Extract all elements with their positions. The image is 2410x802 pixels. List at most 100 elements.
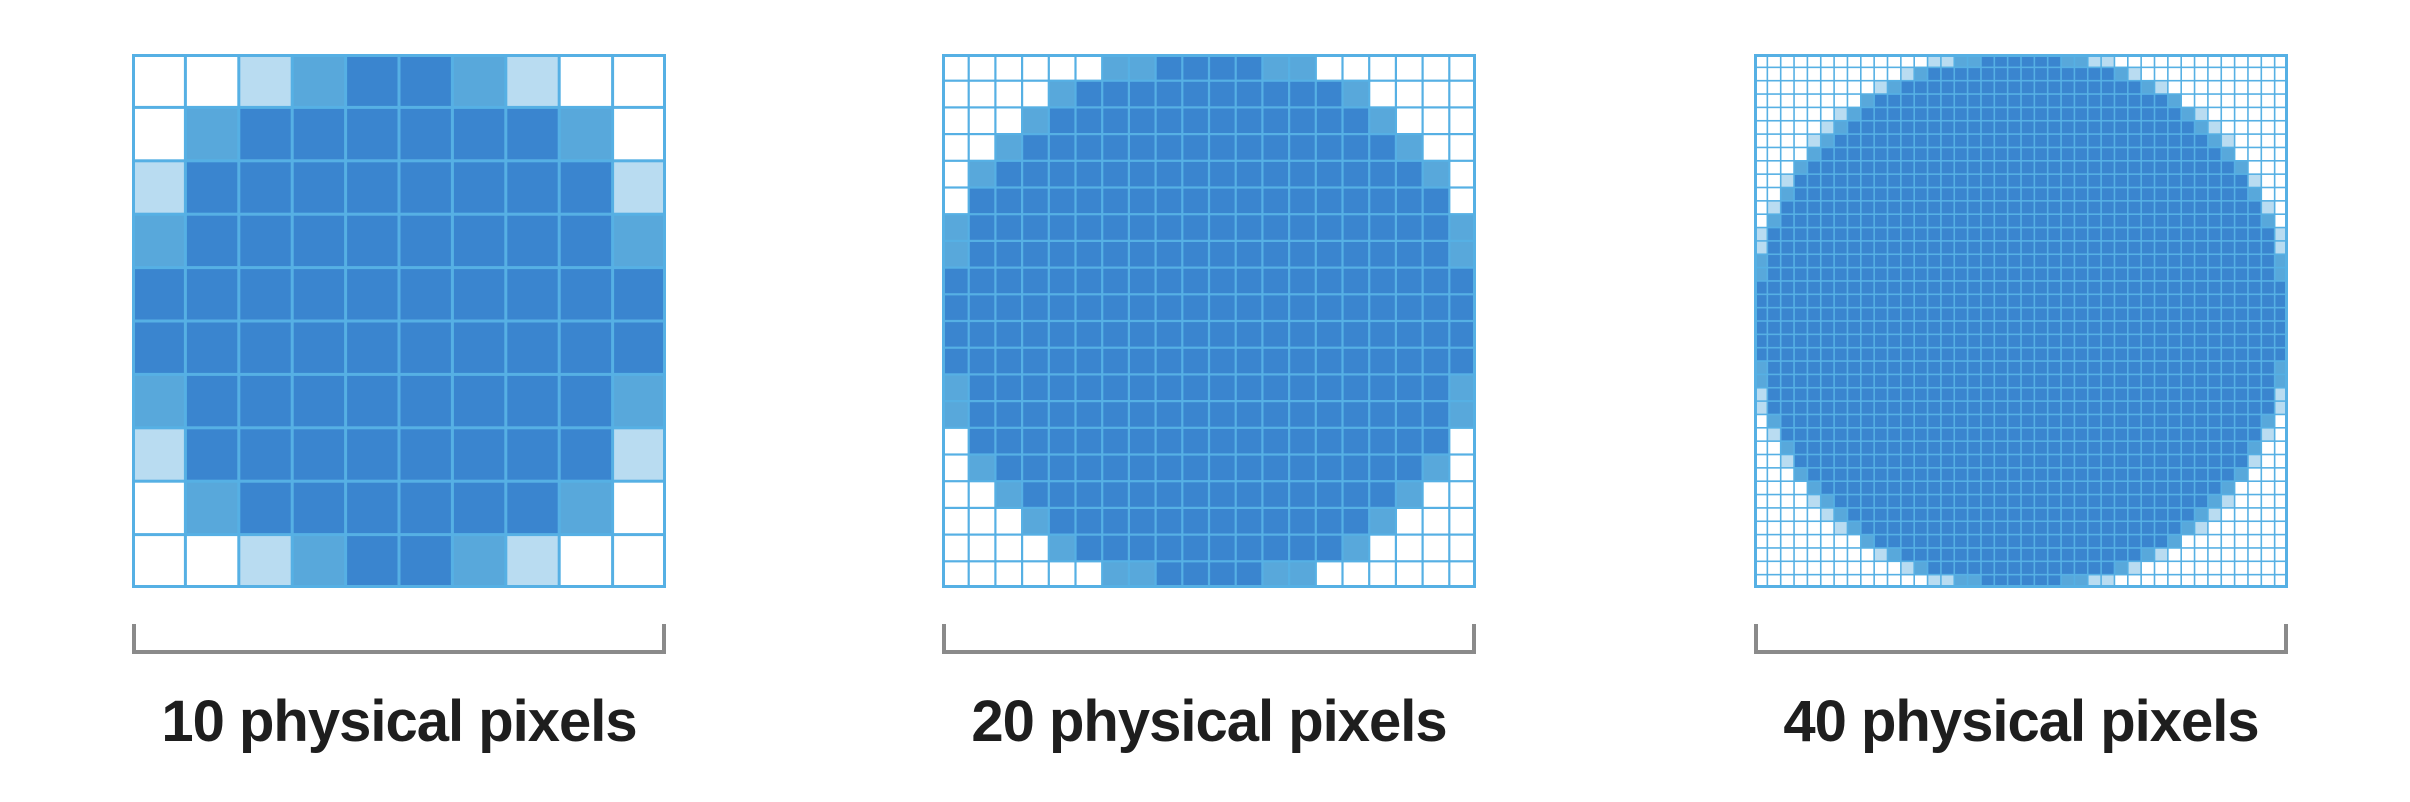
pixel-cell bbox=[347, 375, 398, 427]
pixel-cell bbox=[2195, 161, 2208, 174]
pixel-cell bbox=[2088, 415, 2101, 427]
pixel-cell bbox=[1874, 94, 1887, 107]
pixel-cell bbox=[1397, 509, 1422, 534]
pixel-cell bbox=[2208, 415, 2221, 427]
pixel-cell bbox=[2141, 348, 2154, 361]
pixel-cell bbox=[2262, 441, 2274, 454]
pixel-cell bbox=[1023, 55, 1048, 80]
pixel-cell bbox=[1981, 255, 1994, 267]
pixel-cell bbox=[1781, 415, 1794, 427]
pixel-cell bbox=[2101, 281, 2114, 294]
pixel-cell bbox=[1861, 174, 1874, 187]
pixel-cell bbox=[1874, 201, 1887, 214]
pixel-cell bbox=[1981, 548, 1994, 561]
pixel-cell bbox=[133, 162, 184, 213]
pixel-cell bbox=[1968, 522, 1981, 534]
pixel-cell bbox=[1076, 242, 1102, 267]
pixel-cell bbox=[2088, 201, 2101, 214]
pixel-cell bbox=[1981, 201, 1994, 214]
pixel-cell bbox=[2141, 441, 2154, 454]
pixel-cell bbox=[2061, 321, 2074, 334]
pixel-cell bbox=[1781, 255, 1794, 267]
pixel-cell bbox=[2208, 361, 2221, 374]
pixel-cell bbox=[1861, 508, 1874, 521]
pixel-cell bbox=[1370, 482, 1395, 507]
pixel-cell bbox=[2101, 482, 2114, 494]
pixel-cell bbox=[186, 108, 238, 160]
pixel-cell bbox=[2182, 548, 2194, 561]
pixel-cell bbox=[1343, 402, 1369, 427]
pixel-cell bbox=[2101, 201, 2114, 214]
pixel-cell bbox=[2115, 295, 2127, 307]
pixel-cell bbox=[2115, 388, 2127, 401]
pixel-cell bbox=[2195, 535, 2208, 548]
grid-border bbox=[132, 54, 666, 588]
pixel-cell bbox=[2115, 68, 2127, 80]
pixel-cell bbox=[2182, 361, 2194, 374]
pixel-cell bbox=[1808, 508, 1820, 521]
pixel-cell bbox=[1183, 215, 1208, 240]
pixel-cell bbox=[1874, 308, 1887, 321]
pixel-cell bbox=[2008, 522, 2021, 534]
pixel-cell bbox=[2235, 255, 2248, 267]
pixel-cell bbox=[1968, 308, 1981, 321]
pixel-cell bbox=[400, 55, 451, 106]
pixel-cell bbox=[2235, 134, 2248, 147]
pixel-cell bbox=[1768, 401, 1780, 414]
pixel-cell bbox=[2155, 548, 2168, 561]
pixel-cell bbox=[2128, 228, 2141, 241]
pixel-cell bbox=[2248, 428, 2261, 441]
pixel-cell bbox=[2182, 428, 2194, 441]
pixel-cell bbox=[2168, 174, 2181, 187]
pixel-cell bbox=[1290, 455, 1315, 481]
pixel-cell bbox=[1316, 108, 1342, 133]
pixel-cell bbox=[2061, 255, 2074, 267]
pixel-cell bbox=[1397, 108, 1422, 133]
pixel-cell bbox=[2128, 548, 2141, 561]
pixel-cell bbox=[133, 536, 184, 587]
pixel-cell bbox=[1183, 188, 1208, 214]
pixel-cell bbox=[2182, 441, 2194, 454]
pixel-cell bbox=[2208, 321, 2221, 334]
pixel-cell bbox=[2235, 174, 2248, 187]
pixel-cell bbox=[2182, 455, 2194, 468]
pixel-cell bbox=[2128, 415, 2141, 427]
pixel-cell bbox=[2008, 455, 2021, 468]
pixel-cell bbox=[2008, 508, 2021, 521]
pixel-cell bbox=[1290, 161, 1315, 187]
pixel-cell bbox=[1450, 428, 1475, 454]
pixel-cell bbox=[943, 55, 968, 80]
pixel-cell bbox=[1968, 455, 1981, 468]
pixel-cell bbox=[2021, 255, 2034, 267]
pixel-cell bbox=[1901, 375, 1914, 387]
pixel-cell bbox=[943, 81, 968, 107]
pixel-cell bbox=[2262, 215, 2274, 227]
pixel-cell bbox=[1049, 322, 1075, 347]
pixel-cell bbox=[2195, 468, 2208, 481]
pixel-cell bbox=[1781, 308, 1794, 321]
pixel-cell bbox=[2222, 108, 2234, 120]
pixel-cell bbox=[1343, 482, 1369, 507]
pixel-cell bbox=[1834, 468, 1847, 481]
pixel-cell bbox=[2075, 361, 2087, 374]
pixel-cell bbox=[2128, 174, 2141, 187]
pixel-cell bbox=[1450, 402, 1475, 427]
pixel-cell bbox=[400, 375, 451, 427]
pixel-cell bbox=[1888, 228, 1901, 241]
pixel-cell bbox=[2275, 295, 2288, 307]
pixel-cell bbox=[943, 348, 968, 374]
pixel-cell bbox=[1928, 134, 1941, 147]
pixel-cell bbox=[293, 55, 345, 106]
pixel-cell bbox=[1861, 228, 1874, 241]
pixel-cell bbox=[1103, 188, 1128, 214]
pixel-cell bbox=[2155, 415, 2168, 427]
pixel-cell bbox=[1955, 482, 1967, 494]
pixel-cell bbox=[1915, 241, 1927, 254]
pixel-cell bbox=[1210, 535, 1235, 561]
pixel-cell bbox=[1915, 482, 1927, 494]
pixel-cell bbox=[2262, 308, 2274, 321]
pixel-cell bbox=[1995, 148, 2007, 160]
pixel-cell bbox=[1076, 295, 1102, 320]
pixel-cell bbox=[1768, 562, 1780, 574]
pixel-cell bbox=[2155, 321, 2168, 334]
